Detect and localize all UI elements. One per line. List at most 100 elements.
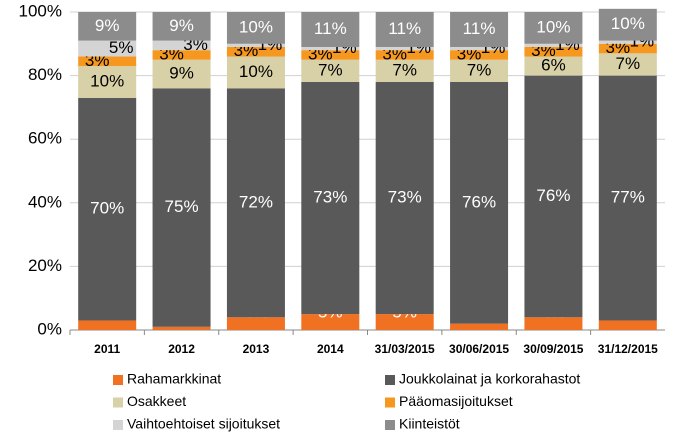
value-label: 10% [611,14,645,33]
value-label: 9% [169,16,194,35]
bar-segment [450,50,509,60]
value-label: 73% [313,188,347,207]
bar-segment [226,56,285,89]
bar-segment [301,81,360,315]
bar-segment [78,66,137,98]
bar-segment [301,314,360,330]
bar-segment [301,12,360,47]
value-label: 75% [165,197,199,216]
value-label: 76% [536,186,570,205]
bar-segment [450,12,509,47]
legend-label: Kiinteistöt [399,416,460,432]
value-label: 10% [239,62,273,81]
bar-segment [598,8,657,41]
bar-segment [450,323,509,330]
bar-segment [78,40,137,57]
bar-segment [375,46,434,51]
bar-segment [598,43,657,54]
x-tick-label: 2014 [317,342,344,356]
bar-segment [226,317,285,330]
value-label: 7% [616,54,641,73]
legend-label: Vaihtoehtoiset sijoitukset [127,416,280,432]
value-label: 72% [239,192,273,211]
bar-segment [524,46,583,57]
y-tick-label: 60% [28,129,62,148]
bar-segment [226,46,285,57]
bar-segment [152,326,211,330]
x-tick-label: 30/06/2015 [449,342,509,356]
bar-segment [598,75,657,321]
legend-swatch [113,420,123,430]
value-label: 10% [536,17,570,36]
bar-segment [450,46,509,51]
bar-segment [152,50,211,60]
bar-segment [524,317,583,330]
bar-segment [226,43,285,47]
value-label: 5% [109,38,134,57]
y-tick-label: 80% [28,65,62,84]
y-tick-label: 20% [28,256,62,275]
bar-segment [226,88,285,318]
bar-segment [301,50,360,60]
value-label: 10% [90,71,124,90]
value-label: 7% [392,60,417,79]
bar-segment [301,59,360,82]
value-label: 77% [611,188,645,207]
bar-segment [152,88,211,327]
value-label: 73% [388,188,422,207]
bar-segment [301,46,360,51]
bar-segment [375,50,434,60]
bar-segment [152,40,211,51]
y-tick-label: 40% [28,192,62,211]
bar-segment [226,12,285,44]
value-label: 7% [318,60,343,79]
bar-segment [375,314,434,330]
bar-segment [524,75,583,318]
legend-label: Pääomasijoitukset [399,393,513,409]
x-tick-label: 31/03/2015 [375,342,435,356]
x-tick-label: 31/12/2015 [598,342,658,356]
y-tick-label: 0% [37,319,62,338]
value-label: 10% [239,17,273,36]
y-tick-label: 100% [19,1,62,20]
bar-segment [78,97,137,321]
bar-segment [78,56,137,67]
value-label: 76% [462,192,496,211]
bar-segment [524,43,583,47]
bar-segment [598,53,657,76]
legend-label: Osakkeet [127,393,186,409]
bar-segment [598,320,657,330]
legend-swatch [385,375,395,385]
x-tick-label: 2011 [94,342,120,356]
value-label: 9% [169,63,194,82]
value-label: 7% [467,60,492,79]
bar-segment [78,320,137,330]
bar-segment [524,56,583,76]
bar-segment [375,59,434,82]
bar-segment [450,81,509,324]
x-tick-label: 2013 [243,342,270,356]
bar-segment [450,59,509,82]
legend-swatch [385,397,395,408]
x-tick-label: 30/09/2015 [523,342,583,356]
value-label: 11% [388,19,421,38]
legend-swatch [113,375,123,385]
bar-segment [598,40,657,44]
bar-segment [524,12,583,44]
legend-label: Rahamarkkinat [127,371,221,387]
bar-segment [78,12,137,41]
value-label: 70% [90,199,124,218]
x-tick-label: 2012 [168,342,195,356]
bar-segment [375,81,434,315]
legend-swatch [113,397,123,408]
value-label: 6% [541,56,566,75]
value-label: 11% [314,19,347,38]
bar-segment [152,12,211,41]
legend-swatch [385,420,395,430]
value-label: 11% [463,19,496,38]
bar-segment [152,59,211,89]
bar-segment [375,12,434,47]
value-label: 9% [95,16,120,35]
legend-label: Joukkolainat ja korkorahastot [399,371,580,387]
